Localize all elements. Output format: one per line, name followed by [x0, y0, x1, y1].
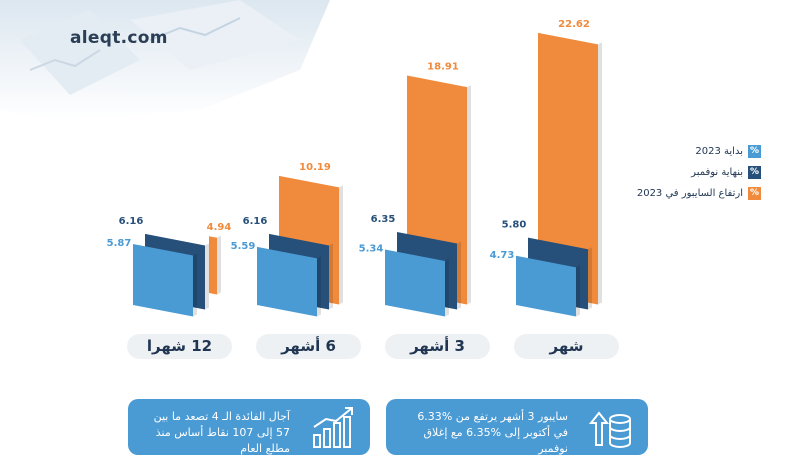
chart-legend: % بداية 2023 % بنهاية نوفمبر % ارتفاع ال…: [596, 141, 761, 204]
note-text: سايبور 3 أشهر يرتفع من %6.33 في أكتوبر إ…: [417, 410, 568, 455]
bar-rise-1-side: [467, 85, 471, 305]
value-label-rise-0: 22.62: [558, 19, 590, 30]
legend-item-rise: % ارتفاع السايبور في 2023: [596, 183, 761, 204]
value-label-end-1: 6.35: [371, 214, 396, 225]
bar-start-2: [257, 246, 317, 317]
legend-label: ارتفاع السايبور في 2023: [636, 188, 743, 199]
legend-item-end: % بنهاية نوفمبر: [596, 162, 761, 183]
value-label-end-0: 5.80: [502, 220, 527, 231]
note-text: آجال الفائدة الـ 4 تصعد ما بين 57 إلى 10…: [153, 410, 290, 455]
bar-end-1-side: [457, 241, 461, 310]
value-label-rise-3: 4.94: [207, 222, 232, 233]
legend-label: بداية 2023: [695, 146, 743, 157]
value-label-start-1: 5.34: [359, 243, 384, 254]
bar-end-2-side: [329, 243, 333, 310]
site-url[interactable]: aleqt.com: [70, 28, 168, 48]
value-label-rise-2: 10.19: [299, 162, 331, 173]
value-label-start-0: 4.73: [490, 250, 515, 261]
coins-arrow-icon: [588, 411, 631, 448]
legend-swatch-rise: %: [748, 187, 761, 200]
bar-start-1-side: [445, 259, 449, 317]
saibor-bar-chart: 22.62 5.80 4.73 18.91 6.35 5.34 10.19 6.16 5.59 4…: [107, 19, 602, 317]
bar-rise-2-side: [339, 185, 343, 305]
value-label-start-3: 5.87: [107, 238, 132, 249]
bar-start-2-side: [317, 256, 321, 317]
legend-label: بنهاية نوفمبر: [691, 167, 743, 178]
legend-swatch-start: %: [748, 145, 761, 158]
legend-swatch-end: %: [748, 166, 761, 179]
category-label-1m: شهر: [514, 334, 619, 359]
bar-start-3: [133, 243, 193, 317]
value-label-end-3: 6.16: [119, 216, 144, 227]
bar-rise-0-side: [598, 42, 602, 305]
bar-rise-3-side: [217, 235, 221, 295]
note-card-3m: سايبور 3 أشهر يرتفع من %6.33 في أكتوبر إ…: [386, 399, 648, 455]
bar-start-3-side: [193, 253, 197, 317]
value-label-start-2: 5.59: [231, 241, 256, 252]
category-label-6m: 6 أشهر: [256, 334, 361, 359]
legend-item-start: % بداية 2023: [596, 141, 761, 162]
bar-end-3-side: [205, 243, 209, 310]
category-label-3m: 3 أشهر: [385, 334, 490, 359]
bar-rise-0: [538, 32, 598, 305]
bar-rise-3: [209, 236, 217, 295]
bar-end-0-side: [588, 247, 592, 310]
category-label-12m: 12 شهرا: [127, 334, 232, 359]
bar-start-0: [516, 255, 576, 317]
value-label-rise-1: 18.91: [427, 62, 459, 73]
value-label-end-2: 6.16: [243, 216, 268, 227]
bar-start-0-side: [576, 265, 580, 317]
bar-start-1: [385, 249, 445, 317]
header-background: [0, 0, 330, 120]
growth-chart-icon: [313, 407, 353, 448]
note-card-terms: آجال الفائدة الـ 4 تصعد ما بين 57 إلى 10…: [128, 399, 370, 455]
